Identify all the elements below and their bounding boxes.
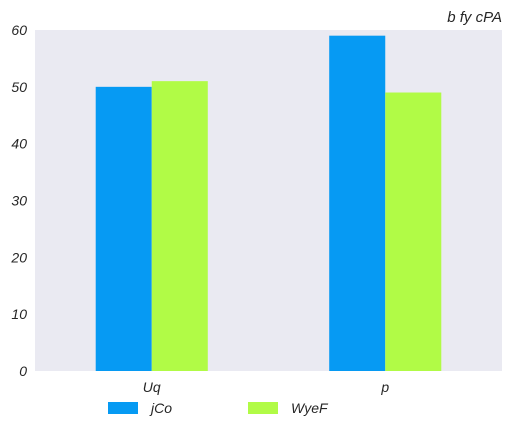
legend-swatch-jCo [108,402,138,414]
legend-swatch-WyeF [248,402,278,414]
y-tick-label: 40 [11,136,27,152]
y-tick-label: 30 [11,193,27,209]
bar-jCo-Uq [95,86,152,371]
bar-WyeF-p [385,92,442,372]
y-tick-label: 50 [11,79,27,95]
legend-label-jCo: jCo [149,400,172,416]
y-tick-label: 10 [11,306,27,322]
x-axis-labels: Uq p [143,379,390,395]
bars-group [95,35,442,372]
y-tick-label: 60 [11,22,27,38]
bar-jCo-p [329,35,386,371]
bar-WyeF-Uq [151,81,208,372]
y-axis-ticks: 0 10 20 30 40 50 60 [10,22,27,379]
y-tick-label: 0 [19,363,27,379]
legend-label-WyeF: WyeF [291,400,329,416]
x-tick-label: p [380,379,389,395]
x-tick-label: Uq [143,379,161,395]
y-tick-label: 20 [10,249,27,265]
chart-title: b fy cPA [447,9,502,26]
legend: jCo WyeF [108,400,329,416]
